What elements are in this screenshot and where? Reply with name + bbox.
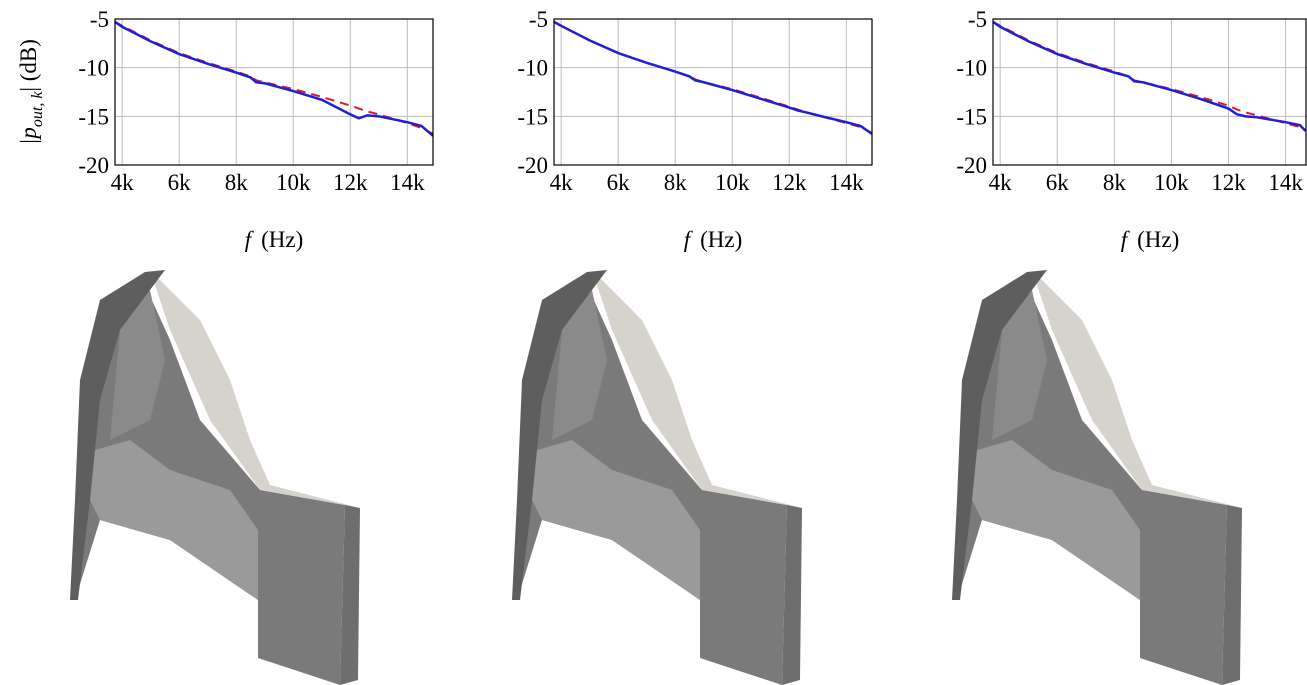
x-tick-label: 6k <box>1046 170 1070 195</box>
plot-frame <box>992 18 1307 166</box>
x-label-unit: (Hz) <box>1137 227 1179 252</box>
line-series <box>993 21 1307 131</box>
line-series <box>115 20 433 137</box>
x-tick-label: 4k <box>111 170 135 195</box>
x-tick-label: 10k <box>276 170 311 195</box>
y-tick-label: -20 <box>517 153 548 178</box>
x-label-unit: (Hz) <box>261 227 303 252</box>
y-tick-label: -10 <box>78 56 109 81</box>
x-tick-label: 8k <box>1103 170 1127 195</box>
render-1 <box>70 270 360 685</box>
render-2 <box>512 270 802 685</box>
x-axis-label: f (Hz) <box>684 227 743 252</box>
render-3 <box>952 270 1242 685</box>
x-tick-label: 4k <box>550 170 574 195</box>
x-tick-label: 6k <box>168 170 192 195</box>
x-tick-label: 12k <box>772 170 807 195</box>
x-tick-label: 4k <box>989 170 1013 195</box>
y-tick-label: -15 <box>956 104 987 129</box>
y-tick-label: -5 <box>968 7 987 32</box>
x-label-unit: (Hz) <box>700 227 742 252</box>
y-tick-label: -15 <box>78 104 109 129</box>
x-tick-label: 12k <box>333 170 368 195</box>
y-label-sub: out, k <box>29 91 46 127</box>
y-tick-label: -10 <box>517 56 548 81</box>
chart: -20 -15 -10 -5 4k 6k 8k 10k 12k 14k f (Hz) <box>517 7 873 252</box>
y-label-tail: | (dB) <box>16 39 41 92</box>
x-tick-label: 10k <box>1154 170 1189 195</box>
line-series <box>554 20 872 135</box>
plot-frame <box>553 18 873 166</box>
x-axis-label: f (Hz) <box>245 227 304 252</box>
x-label-var: f <box>245 227 255 252</box>
x-label-var: f <box>684 227 694 252</box>
y-tick-label: -15 <box>517 104 548 129</box>
x-tick-label: 8k <box>664 170 688 195</box>
chart: -20 -15 -10 -5 4k 6k 8k 10k 12k 14k f (Hz) <box>956 7 1307 252</box>
y-tick-label: -10 <box>956 56 987 81</box>
chart: -20 -15 -10 -5 4k 6k 8k 10k 12k 14k f (Hz) |pout, k|… <box>16 7 434 252</box>
x-tick-label: 12k <box>1211 170 1246 195</box>
x-tick-label: 14k <box>1268 170 1303 195</box>
plot-frame <box>114 18 434 166</box>
y-tick-label: -5 <box>90 7 109 32</box>
x-tick-label: 14k <box>829 170 864 195</box>
y-tick-label: -20 <box>78 153 109 178</box>
y-label-main: |p <box>16 127 41 145</box>
x-tick-label: 8k <box>225 170 249 195</box>
x-tick-label: 10k <box>715 170 750 195</box>
x-tick-label: 14k <box>390 170 425 195</box>
line-series <box>993 20 1307 132</box>
y-axis-label: |pout, k| (dB) <box>16 39 46 145</box>
x-tick-label: 6k <box>607 170 631 195</box>
x-label-var: f <box>1121 227 1131 252</box>
y-tick-label: -5 <box>529 7 548 32</box>
x-axis-label: f (Hz) <box>1121 227 1180 252</box>
y-tick-label: -20 <box>956 153 987 178</box>
